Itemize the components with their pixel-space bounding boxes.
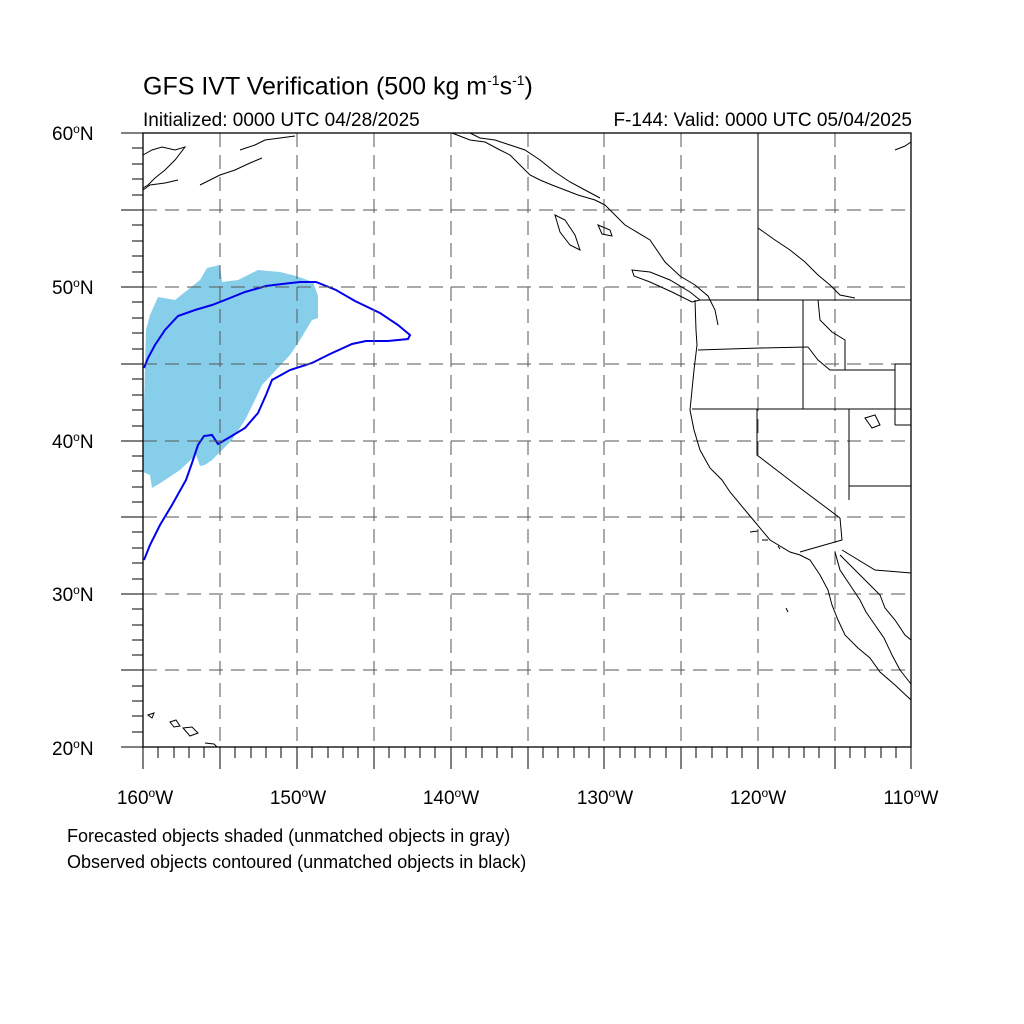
lon-label-150w: 150oW <box>269 786 327 809</box>
footnote-observed: Observed objects contoured (unmatched ob… <box>67 852 527 872</box>
lat-label-50: 50oN <box>52 276 94 299</box>
lon-label-120w: 120oW <box>729 786 787 809</box>
lon-label-130w: 130oW <box>576 786 634 809</box>
lat-label-40: 40oN <box>52 430 94 453</box>
coastlines <box>142 132 912 748</box>
figure-title: GFS IVT Verification (500 kg m-1s-1) <box>143 72 533 101</box>
left-axis-ticks <box>121 132 143 748</box>
lon-label-110w: 110oW <box>883 786 939 809</box>
lon-label-160w: 160oW <box>116 786 174 809</box>
footnote-forecast: Forecasted objects shaded (unmatched obj… <box>67 826 511 846</box>
plot-frame <box>142 132 912 748</box>
valid-time: F-144: Valid: 0000 UTC 05/04/2025 <box>613 110 912 131</box>
lat-label-20: 20oN <box>52 737 94 760</box>
bottom-axis-ticks <box>142 747 912 769</box>
initialized-time: Initialized: 0000 UTC 04/28/2025 <box>143 110 420 131</box>
lat-label-60: 60oN <box>52 122 94 145</box>
forecast-object-shaded <box>143 265 318 488</box>
grid-lines <box>143 133 911 747</box>
political-boundaries <box>692 133 912 574</box>
lon-label-140w: 140oW <box>422 786 480 809</box>
lat-label-30: 30oN <box>52 583 94 606</box>
